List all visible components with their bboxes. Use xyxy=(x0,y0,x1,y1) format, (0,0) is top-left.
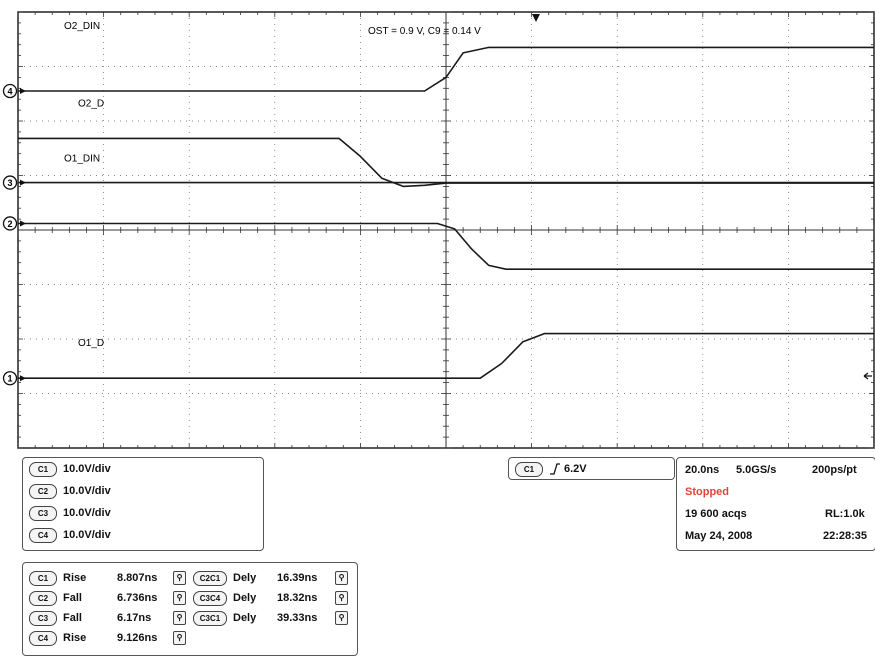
capture-date: May 24, 2008 xyxy=(685,530,753,542)
measurement-value: 8.807ns xyxy=(117,572,158,584)
svg-text:4: 4 xyxy=(7,87,12,97)
trace-o1-din xyxy=(18,222,874,270)
trigger-level: 6.2V xyxy=(564,463,587,475)
record-length: RL:1.0k xyxy=(825,508,865,520)
annotation-text: OST = 0.9 V, C9 = 0.14 V xyxy=(368,26,481,37)
sample-rate: 5.0GS/s xyxy=(736,464,777,476)
timebase: 20.0ns xyxy=(685,464,720,476)
measurement-name: Rise xyxy=(63,632,87,644)
channel-row-c4[interactable]: C4 10.0V/div xyxy=(29,526,111,544)
channel-pair-badge: C3C1 xyxy=(193,610,227,626)
trace-o2-din xyxy=(18,46,874,92)
probe-icon[interactable]: ⚲ xyxy=(173,591,186,605)
resolution: 200ps/pt xyxy=(812,464,857,476)
delay-name: Dely xyxy=(233,572,257,584)
probe-icon[interactable]: ⚲ xyxy=(335,611,348,625)
probe-icon[interactable]: ⚲ xyxy=(173,631,186,645)
measurement-row[interactable]: C1 Rise 8.807ns ⚲ xyxy=(29,569,186,587)
svg-text:1: 1 xyxy=(7,374,12,384)
channel-pair-badge: C3C4 xyxy=(193,590,227,606)
waveform-labels: O2_DIN O2_D O1_DIN O1_D xyxy=(64,21,104,349)
measurement-value: 6.736ns xyxy=(117,592,158,604)
acquisition-panel[interactable]: 20.0ns 5.0GS/s 200ps/pt Stopped 19 600 a… xyxy=(676,457,875,551)
channel-badge: C1 xyxy=(29,570,57,586)
rising-edge-icon xyxy=(550,463,560,475)
channel-badge: C4 xyxy=(29,630,57,646)
measurement-row[interactable]: C2 Fall 6.736ns ⚲ xyxy=(29,589,186,607)
probe-icon[interactable]: ⚲ xyxy=(335,591,348,605)
measurements-panel: C1 Rise 8.807ns ⚲ C2 Fall 6.736ns ⚲ C3 F… xyxy=(22,562,358,656)
channel-scale: 10.0V/div xyxy=(63,463,111,475)
channel-badge: C3 xyxy=(29,610,57,626)
delay-row[interactable]: C3C4 Dely 18.32ns ⚲ xyxy=(193,589,348,607)
waveform-traces xyxy=(18,46,874,379)
trace-label: O2_DIN xyxy=(64,21,100,32)
channel-pair-badge: C2C1 xyxy=(193,570,227,586)
delay-name: Dely xyxy=(233,592,257,604)
measurement-value: 6.17ns xyxy=(117,612,152,624)
svg-text:2: 2 xyxy=(7,219,12,229)
channel-markers[interactable]: 4 3 2 1 xyxy=(2,83,27,386)
channel-badge: C2 xyxy=(29,590,57,606)
trace-label: O1_DIN xyxy=(64,153,100,164)
acquisition-count: 19 600 acqs xyxy=(685,508,747,520)
delay-value: 18.32ns xyxy=(277,592,318,604)
channel-row-c2[interactable]: C2 10.0V/div xyxy=(29,482,111,500)
delay-name: Dely xyxy=(233,612,257,624)
trigger-position-marker xyxy=(532,14,540,22)
measurement-row[interactable]: C3 Fall 6.17ns ⚲ xyxy=(29,609,186,627)
trigger-level-arrow xyxy=(863,372,872,380)
channel-marker-3[interactable]: 3 xyxy=(2,175,27,190)
waveform-display: OST = 0.9 V, C9 = 0.14 V O2_DIN O2_D O1_DI… xyxy=(2,11,875,449)
channel-badge: C4 xyxy=(29,527,57,543)
channel-row-c1[interactable]: C1 10.0V/div xyxy=(29,460,111,478)
acquisition-state: Stopped xyxy=(685,486,729,498)
measurement-name: Fall xyxy=(63,592,82,604)
measurement-name: Fall xyxy=(63,612,82,624)
delay-row[interactable]: C3C1 Dely 39.33ns ⚲ xyxy=(193,609,348,627)
channel-marker-4[interactable]: 4 xyxy=(2,83,27,99)
trace-o1-d xyxy=(18,332,874,379)
delay-value: 39.33ns xyxy=(277,612,318,624)
channel-scale: 10.0V/div xyxy=(63,507,111,519)
trace-label: O1_D xyxy=(78,338,104,349)
trace-label: O2_D xyxy=(78,98,104,109)
channel-badge: C3 xyxy=(29,505,57,521)
measurement-value: 9.126ns xyxy=(117,632,158,644)
trigger-source-badge: C1 xyxy=(515,461,543,477)
delay-row[interactable]: C2C1 Dely 16.39ns ⚲ xyxy=(193,569,348,587)
channel-marker-1[interactable]: 1 xyxy=(2,371,27,386)
graticule xyxy=(17,11,875,449)
delay-value: 16.39ns xyxy=(277,572,318,584)
probe-icon[interactable]: ⚲ xyxy=(173,611,186,625)
channel-marker-2[interactable]: 2 xyxy=(2,216,27,231)
channel-badge: C1 xyxy=(29,461,57,477)
channel-row-c3[interactable]: C3 10.0V/div xyxy=(29,504,111,522)
svg-text:3: 3 xyxy=(7,178,12,188)
channel-scale: 10.0V/div xyxy=(63,485,111,497)
capture-time: 22:28:35 xyxy=(823,530,868,542)
channel-scale: 10.0V/div xyxy=(63,529,111,541)
measurement-name: Rise xyxy=(63,572,87,584)
measurement-row[interactable]: C4 Rise 9.126ns ⚲ xyxy=(29,629,186,647)
trigger-panel[interactable]: C1 6.2V xyxy=(508,457,675,480)
channel-scale-panel: C1 10.0V/div C2 10.0V/div C3 10.0V/div C… xyxy=(22,457,264,551)
probe-icon[interactable]: ⚲ xyxy=(335,571,348,585)
channel-badge: C2 xyxy=(29,483,57,499)
probe-icon[interactable]: ⚲ xyxy=(173,571,186,585)
